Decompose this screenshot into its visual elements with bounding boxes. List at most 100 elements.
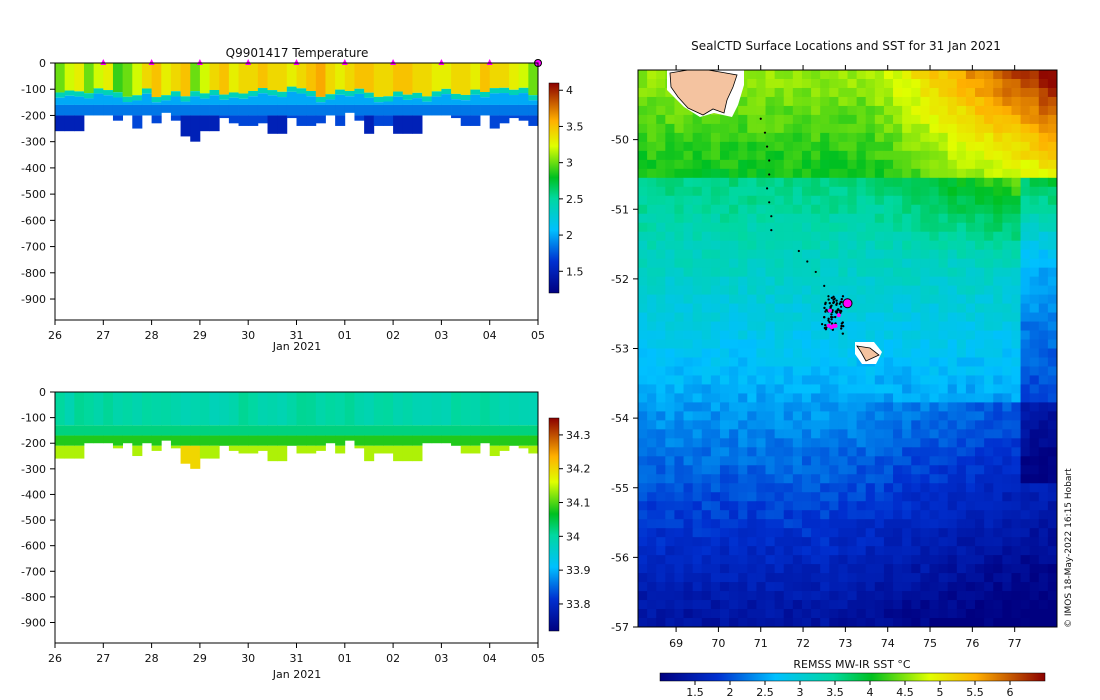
sst-cell [792,258,803,269]
sst-cell [883,393,894,403]
sst-cell [747,249,757,260]
sst-cell [783,582,794,592]
sst-cell [701,429,712,439]
salinity-cell [141,392,152,426]
sst-cell [965,123,976,134]
sst-cell [719,375,730,385]
sst-cell [683,384,694,394]
sst-cell [638,375,648,385]
sst-cell [893,249,903,260]
sst-cell [874,573,885,583]
salinity-cell [64,445,75,459]
sst-cell [792,303,803,314]
temperature-cell [499,104,510,116]
sst-cell [893,195,903,206]
sst-cell [738,240,748,251]
sst-cell [938,573,949,583]
sst-cell [1011,87,1022,98]
sst-cell [911,411,921,421]
temperature-cell [470,94,481,105]
sst-cell [929,501,940,511]
track-point [830,318,833,321]
sst-cell [1020,330,1031,341]
sst-cell [847,70,858,80]
salinity-cell [518,392,529,426]
sst-cell [1002,420,1012,430]
sst-cell [856,429,867,439]
sst-cell [747,285,757,296]
temperature-cell [354,104,365,116]
sst-cell [729,366,739,376]
sst-cell [674,357,685,367]
sst-cell [1002,492,1012,502]
sst-colorbar-ticks: 1.5 2 2.5 3 3.5 4 4.5 5 5.5 6 [686,681,1014,699]
sst-cell [811,519,821,529]
sst-cell [929,168,940,179]
sst-cell [820,519,830,529]
sst-cell [883,294,894,305]
sst-cell [1029,348,1040,358]
sst-cell [883,528,894,538]
sst-cell [975,249,985,260]
sst-cell [701,573,712,583]
sst-cell [820,285,830,296]
sst-cell [1020,474,1031,484]
sst-cell [993,420,1003,430]
sst-cell [765,87,776,98]
sst-cell [1011,591,1022,601]
sst-cell [665,168,675,179]
salinity-cell [480,435,491,444]
sst-cell [902,483,912,493]
sst-cell [993,123,1003,134]
sst-cell [902,258,912,269]
sst-cell [902,357,912,367]
sst-cell [975,267,985,278]
sst-cell [765,303,776,314]
sst-cell [975,366,985,376]
sst-cell [829,168,839,179]
sst-cell [710,600,721,610]
sst-cell [738,276,748,287]
sst-cell [947,303,958,314]
sst-cell [701,537,712,547]
sst-cell [956,366,967,376]
sst-cell [656,204,666,215]
salinity-cell [267,445,278,462]
sst-cell [947,195,958,206]
sst-cell [1011,537,1022,547]
temperature-cell [238,104,249,116]
sst-cell [874,150,885,161]
sst-cell [865,375,876,385]
sst-cell [729,114,739,125]
sst-cell [656,114,666,125]
sst-cell [1020,303,1031,314]
temperature-cell [393,63,404,92]
sst-cell [719,276,730,287]
sst-cell [756,564,767,574]
sst-cell [719,573,730,583]
sst-cell [811,96,821,107]
sst-cell [1047,132,1057,143]
temperature-cell [103,104,114,116]
sst-cell [865,447,876,457]
sst-cell [829,411,839,421]
salinity-cell [480,425,491,436]
sst-cell [883,267,894,278]
sst-cell [665,510,675,520]
sst-cell [783,132,794,143]
temperature-cell [306,96,317,105]
sst-cell [929,384,940,394]
sst-cell [665,609,675,619]
track-point [827,295,830,298]
temperature-cell [228,97,239,105]
sst-cell [783,384,794,394]
sst-cell [738,231,748,242]
sst-cell [847,357,858,367]
sst-cell [792,105,803,116]
sst-cell [820,591,830,601]
salinity-cell [528,392,539,426]
sst-cell [801,240,812,251]
salinity-cell [64,425,75,436]
track-point [830,322,834,325]
sst-cell [774,420,785,430]
